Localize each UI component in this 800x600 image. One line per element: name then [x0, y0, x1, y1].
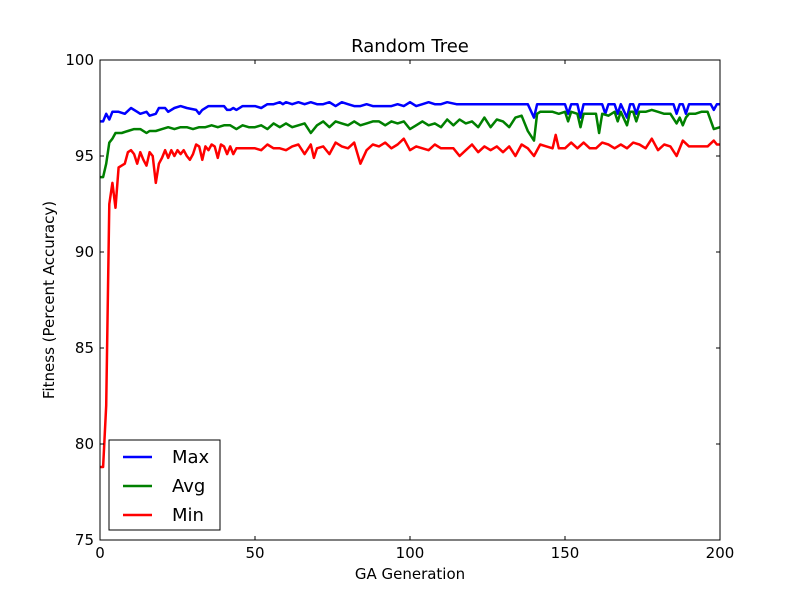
- legend: Max Avg Min: [108, 439, 221, 531]
- y-axis-label: Fitness (Percent Accuracy): [40, 201, 58, 399]
- y-tick-label: 95: [75, 147, 94, 165]
- legend-label-avg: Avg: [172, 476, 205, 497]
- y-tick-label: 80: [75, 435, 94, 453]
- chart-title: Random Tree: [351, 36, 469, 57]
- legend-label-min: Min: [172, 505, 204, 526]
- legend-label-max: Max: [172, 447, 210, 468]
- x-axis-label: GA Generation: [355, 565, 465, 583]
- series-line-min: [100, 133, 720, 469]
- series-line-max: [100, 100, 720, 123]
- series-layer: [100, 100, 721, 469]
- axes-frame: [99, 59, 721, 541]
- y-tick-label: 85: [75, 339, 94, 357]
- y-tick-label: 100: [65, 51, 94, 69]
- series-line-avg: [100, 108, 721, 179]
- x-tick-label: 0: [95, 544, 105, 562]
- x-tick-label: 50: [245, 544, 264, 562]
- x-tick-label: 200: [706, 544, 735, 562]
- x-tick-label: 100: [396, 544, 425, 562]
- y-tick-label: 75: [75, 531, 94, 549]
- y-tick-label: 90: [75, 243, 94, 261]
- x-tick-label: 150: [551, 544, 580, 562]
